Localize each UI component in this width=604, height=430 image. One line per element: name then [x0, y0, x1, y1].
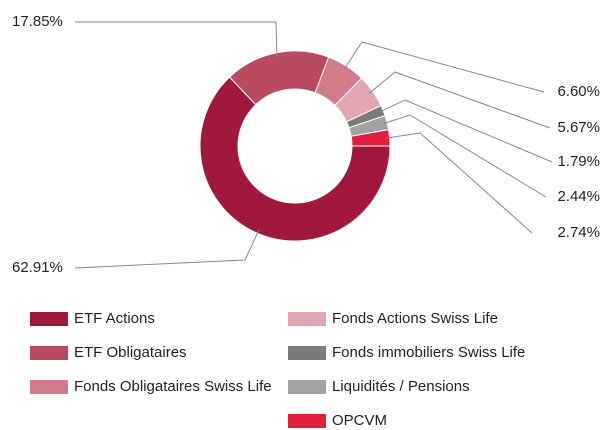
leader-line — [368, 71, 551, 129]
data-label: 17.85% — [12, 13, 63, 30]
legend-swatch — [30, 380, 68, 394]
legend-swatch — [288, 380, 326, 394]
legend-item: ETF Actions — [30, 310, 275, 328]
leader-line — [75, 21, 278, 57]
legend-label: OPCVM — [332, 412, 388, 429]
leader-line — [385, 132, 533, 234]
donut-slice — [199, 76, 391, 242]
legend-item: OPCVM — [288, 412, 588, 430]
legend-item: ETF Obligataires — [30, 344, 275, 362]
leader-line — [343, 41, 545, 93]
donut-slice — [350, 129, 391, 147]
legend-label: ETF Obligataires — [74, 344, 187, 361]
legend-item: Fonds Actions Swiss Life — [288, 310, 588, 328]
legend-label: Fonds Actions Swiss Life — [332, 310, 498, 327]
chart: 62.91% 17.85% 6.60% 5.67% 1.79% 2.44% 2.74% — [12, 13, 600, 276]
legend-swatch — [288, 346, 326, 360]
legend-swatch — [288, 312, 326, 326]
leader-line — [383, 114, 547, 198]
data-label: 2.44% — [557, 188, 600, 205]
data-label: 6.60% — [557, 83, 600, 100]
leader-line — [379, 99, 553, 163]
data-label: 62.91% — [12, 259, 63, 276]
leader-line — [74, 229, 260, 269]
legend-label: Fonds immobiliers Swiss Life — [332, 344, 526, 361]
legend-swatch — [30, 346, 68, 360]
legend-label: ETF Actions — [74, 310, 155, 327]
data-label: 2.74% — [557, 224, 600, 241]
legend-item: Liquidités / Pensions — [288, 378, 588, 396]
legend-label: Liquidités / Pensions — [332, 378, 470, 395]
data-label: 1.79% — [557, 153, 600, 170]
legend-item: Fonds Obligataires Swiss Life — [30, 378, 275, 396]
data-label: 5.67% — [557, 119, 600, 136]
legend-swatch — [288, 414, 326, 428]
legend-item: Fonds immobiliers Swiss Life — [288, 344, 588, 362]
legend-label: Fonds Obligataires Swiss Life — [74, 378, 272, 395]
legend-swatch — [30, 312, 68, 326]
